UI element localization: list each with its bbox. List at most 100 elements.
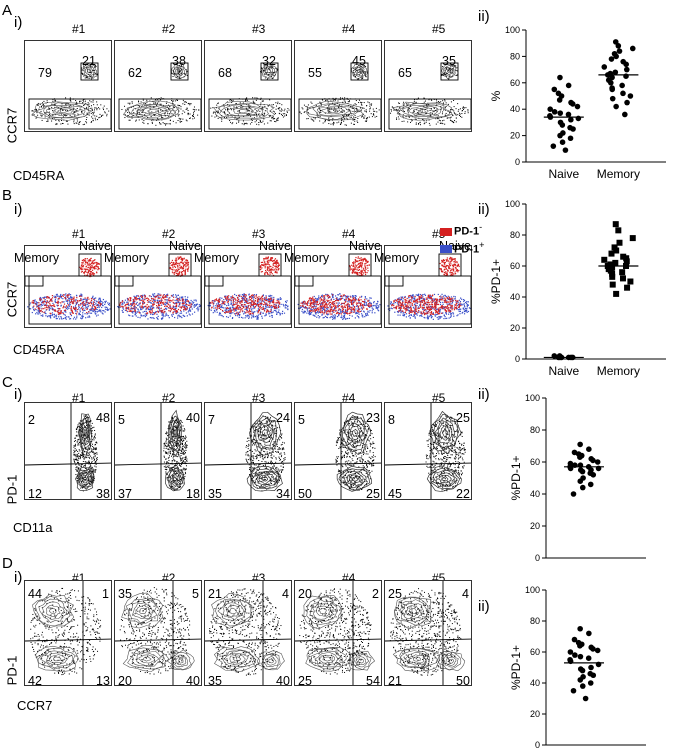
event-dot [354,74,356,76]
event-dot [64,109,66,111]
facs-plot [24,245,112,328]
event-dot [96,101,98,103]
event-dot [97,266,99,268]
event-dot [54,104,56,106]
event-dot [127,303,130,305]
event-dot [162,297,165,299]
event-dot [177,297,179,299]
event-dot [145,314,147,317]
event-dot [159,302,162,304]
event-dot [151,111,153,113]
event-dot [351,264,353,266]
event-dot [361,78,363,80]
event-dot [360,296,363,298]
event-dot [328,108,330,110]
event-dot [75,303,77,305]
event-dot [178,272,181,274]
event-dot [212,302,214,304]
event-dot [37,102,39,104]
event-dot [398,118,400,120]
event-dot [140,306,142,308]
event-dot [260,104,262,106]
event-dot [423,123,425,125]
event-dot [105,306,108,308]
event-dot [49,304,51,306]
event-dot [442,66,444,68]
event-dot [72,307,75,309]
event-dot [266,267,269,269]
event-dot [241,297,243,300]
event-dot [142,295,144,297]
event-dot [135,120,137,122]
event-dot [180,315,182,317]
event-dot [278,107,280,109]
event-dot [332,315,334,317]
event-dot [188,304,191,306]
event-dot [84,263,86,265]
event-dot [166,294,168,296]
event-dot [175,261,178,263]
event-dot [209,301,211,304]
event-dot [246,310,248,312]
event-dot [56,295,58,297]
event-dot [56,106,58,108]
event-dot [375,307,377,309]
event-dot [170,295,173,297]
event-dot [80,298,82,300]
event-dot [87,260,89,262]
event-dot [166,314,168,316]
event-dot [239,301,241,303]
event-dot [260,71,262,73]
event-dot [73,308,76,311]
event-dot [313,117,315,119]
event-dot [178,264,180,266]
event-dot [237,294,240,296]
event-dot [251,120,253,122]
event-dot [46,297,48,299]
event-dot [75,294,78,296]
event-dot [182,262,184,264]
event-dot [234,303,236,305]
event-dot [140,315,142,317]
event-dot [51,314,53,317]
event-dot [276,298,278,300]
event-dot [185,69,187,71]
event-dot [156,302,158,304]
event-dot [95,119,97,121]
event-dot [271,106,273,108]
event-dot [364,120,366,122]
event-dot [265,306,267,308]
event-dot [261,306,263,309]
event-dot [195,299,197,301]
event-dot [236,305,238,308]
event-dot [263,114,265,116]
event-dot [344,312,346,314]
event-dot [250,118,252,120]
event-dot [172,103,174,105]
event-dot [76,315,78,317]
event-dot [350,307,352,309]
event-dot [365,314,367,317]
event-dot [81,309,84,311]
gate-label-naive: Naive [169,239,201,253]
event-dot [185,101,187,103]
event-dot [248,316,250,318]
event-dot [139,295,141,297]
event-dot [326,307,328,310]
event-dot [102,298,105,301]
event-dot [136,311,138,313]
event-dot [259,121,261,123]
event-dot [343,117,345,119]
event-dot [234,313,236,315]
event-dot [364,71,366,73]
event-dot [267,306,270,308]
event-dot [175,301,177,304]
event-dot [143,299,145,301]
event-dot [55,301,57,304]
event-dot [247,302,249,304]
event-dot [96,104,98,106]
event-dot [71,302,73,304]
event-dot [362,77,364,79]
event-dot [215,115,217,117]
event-dot [62,295,64,297]
